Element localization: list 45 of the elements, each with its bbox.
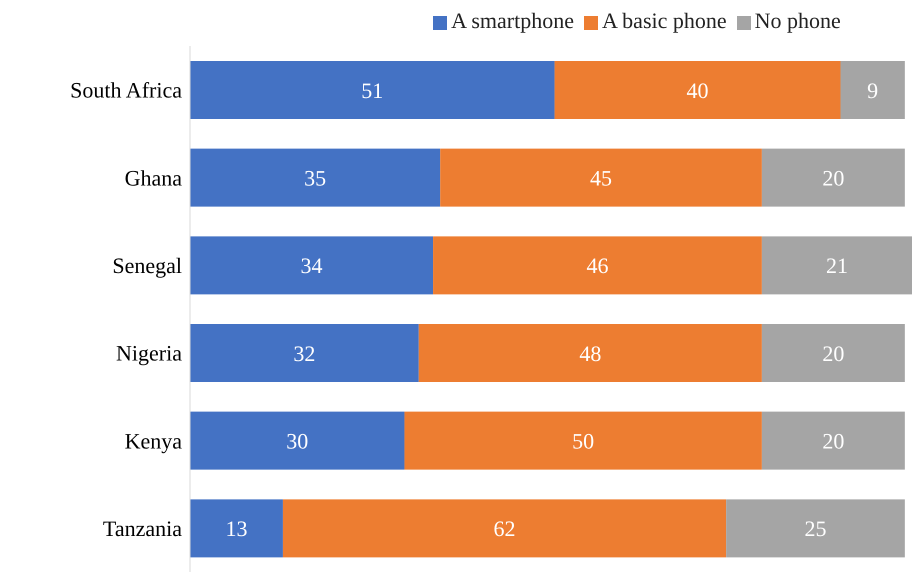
bar	[762, 236, 912, 294]
data-label: 20	[822, 340, 844, 366]
y-tick-label: Tanzania	[102, 516, 182, 541]
data-label: 62	[494, 516, 516, 542]
bar	[190, 61, 555, 119]
bar	[282, 499, 726, 558]
data-label: 13	[225, 516, 248, 542]
bar	[433, 236, 762, 294]
bar	[726, 499, 905, 558]
bar	[554, 61, 841, 119]
bar	[190, 236, 434, 294]
data-label: 9	[867, 78, 878, 103]
data-label: 40	[686, 78, 709, 103]
data-label: 30	[286, 428, 308, 454]
y-tick-label: Ghana	[124, 165, 182, 190]
data-label: 34	[300, 253, 323, 278]
bar	[190, 499, 283, 558]
y-tick-label: Senegal	[112, 252, 182, 278]
y-tick-label: Kenya	[124, 428, 182, 454]
bar	[404, 412, 762, 470]
data-label: 20	[822, 165, 844, 190]
bar	[840, 61, 905, 119]
legend-label: A smartphone	[451, 8, 574, 33]
bar	[418, 324, 762, 382]
data-label: 21	[826, 253, 848, 278]
legend-label: A basic phone	[602, 8, 727, 33]
data-label: 35	[304, 165, 326, 190]
y-tick-label: South Africa	[70, 78, 182, 103]
data-label: 20	[822, 428, 844, 454]
bar	[190, 324, 419, 382]
legend-label: No phone	[754, 8, 841, 33]
data-label: 25	[804, 516, 826, 542]
data-label: 45	[590, 165, 612, 190]
bar	[190, 412, 404, 470]
bar	[762, 412, 905, 470]
y-tick-label: Nigeria	[116, 340, 182, 366]
data-label: 32	[293, 340, 316, 366]
bar	[440, 148, 762, 207]
bar	[190, 148, 440, 207]
bar	[762, 324, 905, 382]
data-label: 46	[586, 253, 608, 278]
bar	[762, 148, 905, 207]
data-label: 51	[361, 78, 384, 103]
data-label: 48	[579, 340, 602, 366]
data-label: 50	[572, 428, 594, 454]
